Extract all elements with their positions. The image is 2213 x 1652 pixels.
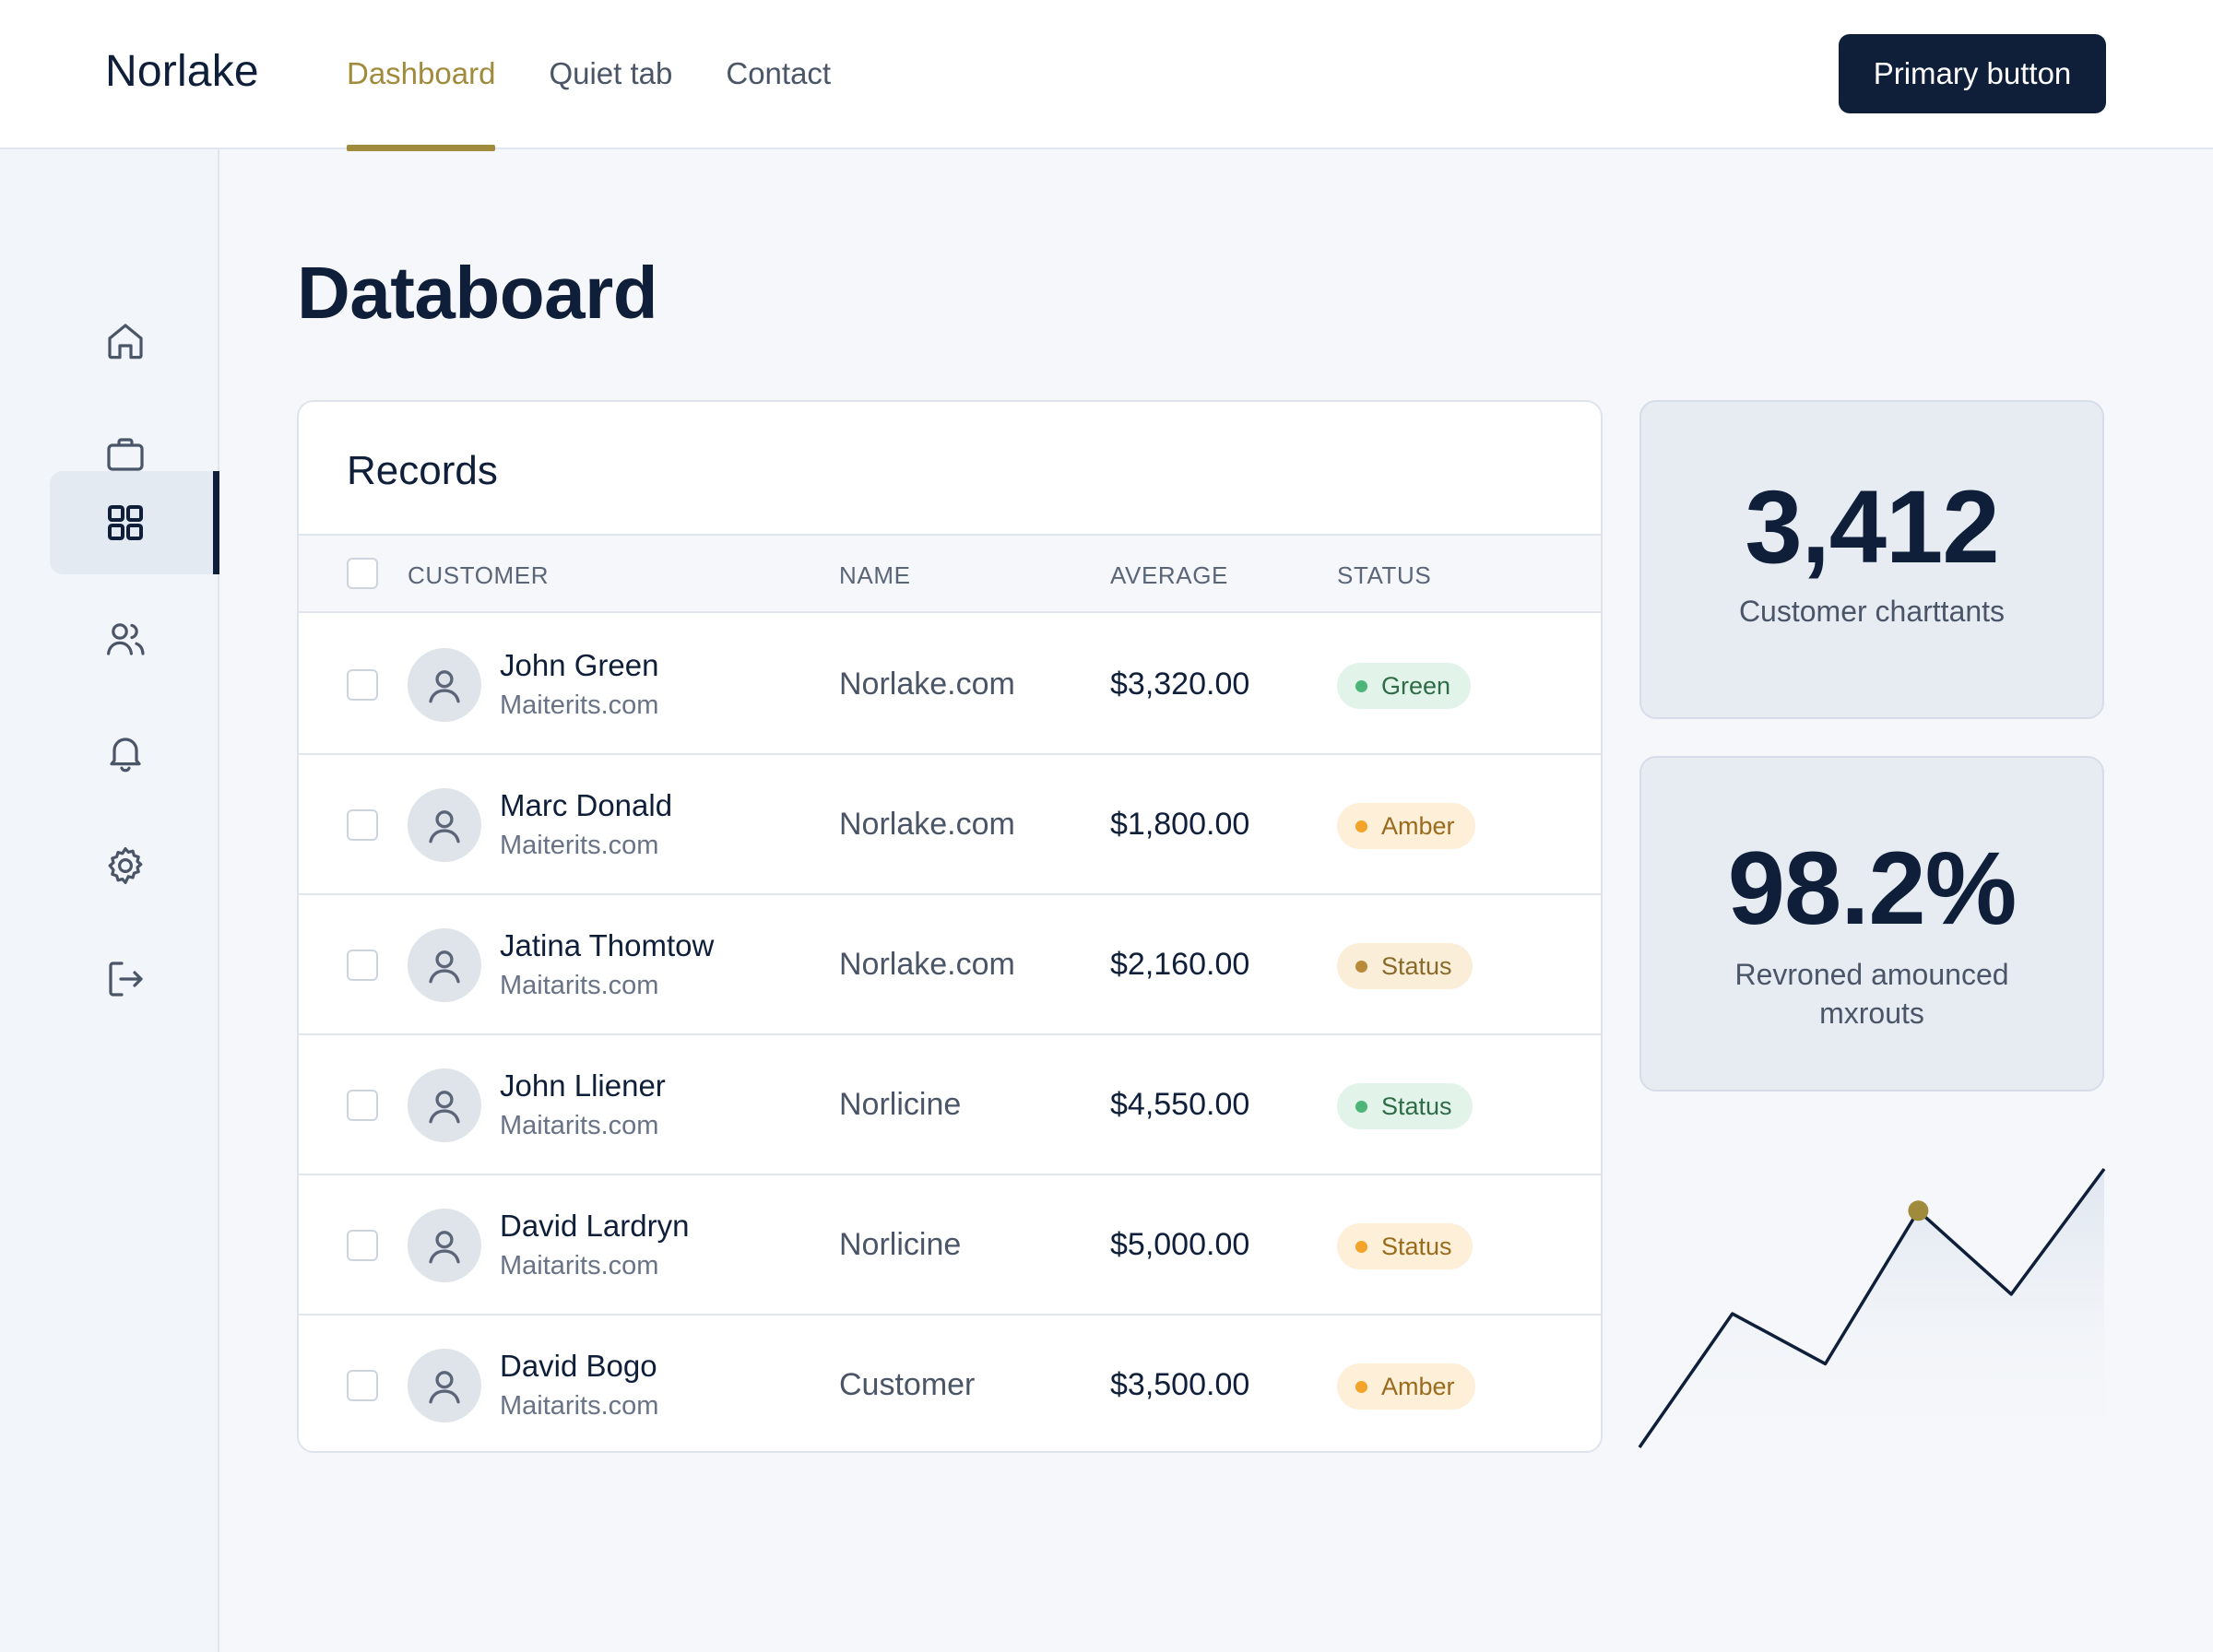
average-cell: $2,160.00 bbox=[1110, 947, 1250, 982]
row-checkbox[interactable] bbox=[347, 1090, 378, 1121]
sparkline-line bbox=[1638, 1167, 2106, 1448]
name-cell: Norlicine bbox=[839, 1227, 962, 1262]
tab-contact[interactable]: Contact bbox=[726, 56, 832, 90]
name-cell: Norlake.com bbox=[839, 667, 1015, 702]
sidebar-item-dashboard[interactable] bbox=[50, 471, 219, 574]
user-avatar-icon bbox=[429, 1091, 460, 1124]
avatar bbox=[408, 788, 481, 862]
tab-dashboard[interactable]: Dashboard bbox=[347, 0, 496, 151]
bell-icon bbox=[110, 738, 141, 773]
customer-name[interactable]: John Lliener bbox=[500, 1068, 666, 1103]
customer-site: Maiterits.com bbox=[500, 690, 659, 720]
stat-value: 98.2% bbox=[1727, 831, 2018, 946]
sidebar-item-home[interactable] bbox=[50, 289, 219, 393]
sidebar-item-notifications[interactable] bbox=[50, 701, 219, 804]
avatar bbox=[408, 1209, 481, 1282]
average-cell: $4,550.00 bbox=[1110, 1087, 1250, 1122]
briefcase-icon bbox=[107, 438, 144, 471]
avatar bbox=[408, 928, 481, 1002]
select-all-checkbox[interactable] bbox=[347, 558, 378, 589]
row-checkbox[interactable] bbox=[347, 809, 378, 841]
average-cell: $1,800.00 bbox=[1110, 807, 1250, 842]
gear-icon bbox=[108, 847, 143, 884]
logout-icon bbox=[109, 962, 143, 997]
status-badge[interactable]: Green bbox=[1337, 663, 1472, 709]
name-cell: Norlake.com bbox=[839, 947, 1015, 982]
sidebar bbox=[0, 149, 219, 1652]
user-avatar-icon bbox=[429, 1371, 460, 1404]
row-checkbox[interactable] bbox=[347, 1370, 378, 1401]
tab-quiet[interactable]: Quiet tab bbox=[549, 56, 673, 90]
records-title: Records bbox=[347, 448, 498, 493]
customer-site: Maiterits.com bbox=[500, 831, 659, 860]
status-badge[interactable]: Status bbox=[1337, 1223, 1473, 1269]
primary-button[interactable]: Primary button bbox=[1839, 34, 2106, 113]
name-cell: Norlicine bbox=[839, 1087, 962, 1122]
stat-value: 3,412 bbox=[1745, 469, 1999, 584]
avatar bbox=[408, 648, 481, 722]
stat-card-customers: 3,412 Customer charttants bbox=[1639, 400, 2104, 719]
customer-site: Maitarits.com bbox=[500, 1111, 659, 1140]
status-badge[interactable]: Status bbox=[1337, 943, 1473, 989]
top-bar: Norlake Dashboard Quiet tab Contact Prim… bbox=[0, 0, 2213, 151]
user-avatar-icon bbox=[429, 810, 460, 844]
user-avatar-icon bbox=[429, 1231, 460, 1264]
name-cell: Customer bbox=[839, 1367, 976, 1402]
table-row[interactable]: David Bogo Maitarits.com Customer $3,500.00… bbox=[299, 1316, 1601, 1451]
customer-name[interactable]: John Green bbox=[500, 648, 659, 682]
avatar bbox=[408, 1068, 481, 1142]
column-header-average[interactable]: AVERAGE bbox=[1110, 561, 1228, 589]
brand-logo[interactable]: Norlake bbox=[105, 47, 259, 96]
customer-name[interactable]: Marc Donald bbox=[500, 788, 673, 822]
main-nav: Dashboard Quiet tab Contact bbox=[347, 0, 884, 151]
user-avatar-icon bbox=[429, 670, 460, 703]
average-cell: $3,320.00 bbox=[1110, 667, 1250, 702]
name-cell: Norlake.com bbox=[839, 807, 1015, 842]
user-avatar-icon bbox=[429, 950, 460, 984]
status-badge[interactable]: Status bbox=[1337, 1083, 1473, 1129]
status-badge[interactable]: Amber bbox=[1337, 1363, 1475, 1410]
records-card: Records CUSTOMER NAME AVERAGE STATUS Joh… bbox=[297, 400, 1603, 1453]
sparkline-area bbox=[1639, 1169, 2104, 1457]
average-cell: $3,500.00 bbox=[1110, 1367, 1250, 1402]
row-checkbox[interactable] bbox=[347, 1230, 378, 1261]
column-header-status[interactable]: STATUS bbox=[1337, 561, 1432, 589]
table-row[interactable]: Jatina Thomtow Maitarits.com Norlake.com $2… bbox=[299, 895, 1601, 1035]
table-row[interactable]: John Green Maiterits.com Norlake.com $3,320… bbox=[299, 615, 1601, 755]
stat-card-rate: 98.2% Revroned amounced mxrouts bbox=[1639, 756, 2104, 1092]
sidebar-item-logout[interactable] bbox=[50, 927, 219, 1031]
column-header-customer[interactable]: CUSTOMER bbox=[408, 561, 550, 589]
home-icon bbox=[108, 324, 143, 360]
row-checkbox[interactable] bbox=[347, 950, 378, 981]
grid-icon bbox=[108, 505, 143, 540]
trend-sparkline bbox=[1638, 1167, 2106, 1457]
stat-label: Customer charttants bbox=[1738, 595, 2006, 628]
users-icon bbox=[107, 623, 145, 655]
column-header-name[interactable]: NAME bbox=[839, 561, 911, 589]
sparkline-highlight-point[interactable] bbox=[1908, 1200, 1929, 1221]
sidebar-item-projects[interactable] bbox=[50, 403, 219, 506]
status-badge[interactable]: Amber bbox=[1337, 803, 1475, 849]
customer-site: Maitarits.com bbox=[500, 1251, 659, 1280]
avatar bbox=[408, 1349, 481, 1422]
table-row[interactable]: Marc Donald Maiterits.com Norlake.com $1,80… bbox=[299, 755, 1601, 895]
customer-name[interactable]: Jatina Thomtow bbox=[500, 928, 715, 962]
table-row[interactable]: John Lliener Maitarits.com Norlicine $4,550… bbox=[299, 1035, 1601, 1175]
page-title: Databoard bbox=[297, 252, 658, 334]
stat-label: Revroned amounced mxrouts bbox=[1734, 958, 2009, 1030]
customer-name[interactable]: David Bogo bbox=[500, 1349, 657, 1383]
customer-name[interactable]: David Lardryn bbox=[500, 1209, 690, 1243]
average-cell: $5,000.00 bbox=[1110, 1227, 1250, 1262]
table-row[interactable]: David Lardryn Maitarits.com Norlicine $5,00… bbox=[299, 1175, 1601, 1316]
customer-site: Maitarits.com bbox=[500, 1391, 659, 1421]
sidebar-item-users[interactable] bbox=[50, 587, 219, 690]
table-header: CUSTOMER NAME AVERAGE STATUS bbox=[299, 534, 1601, 613]
row-checkbox[interactable] bbox=[347, 669, 378, 701]
sidebar-item-settings[interactable] bbox=[50, 814, 219, 917]
customer-site: Maitarits.com bbox=[500, 971, 659, 1000]
